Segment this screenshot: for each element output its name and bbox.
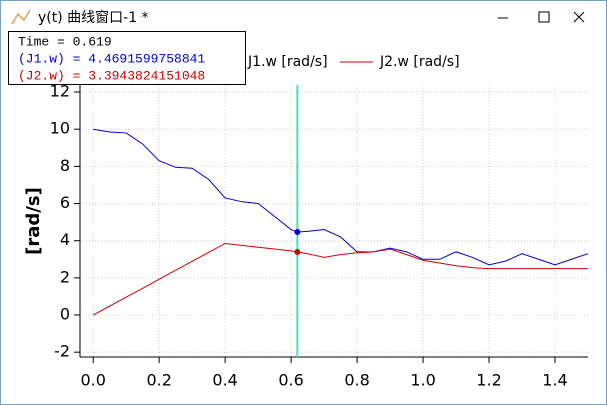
y-tick-label: 10 [50, 119, 70, 138]
x-tick-label: 0.4 [212, 371, 237, 390]
maximize-button[interactable] [538, 11, 550, 23]
y-tick-label: -2 [54, 342, 70, 361]
data-line [93, 128, 589, 266]
x-tick-label: 1.2 [476, 371, 501, 390]
readout-box [8, 31, 246, 85]
x-tick-label: 0.8 [344, 371, 369, 390]
readout-time: Time = 0.619 [18, 34, 112, 49]
y-tick-label: 2 [60, 267, 70, 286]
cursor-point [294, 228, 301, 235]
legend-label: J1.w [rad/s] [247, 54, 328, 70]
close-button[interactable] [573, 11, 585, 23]
app-icon [11, 9, 31, 25]
y-axis-label: [rad/s] [23, 187, 44, 255]
x-tick-label: 0.0 [80, 371, 105, 390]
readout-value: (J2.w) = 3.3943824151048 [18, 68, 205, 83]
cursor-point [294, 248, 301, 255]
y-tick-label: 0 [60, 305, 70, 324]
legend-label: J2.w [rad/s] [379, 54, 460, 70]
x-tick-label: 1.0 [410, 371, 435, 390]
y-tick-label: 6 [60, 193, 70, 212]
readout-value: (J1.w) = 4.4691599758841 [18, 51, 205, 66]
y-tick-label: 12 [50, 82, 70, 101]
y-tick-label: 8 [60, 156, 70, 175]
y-tick-label: 4 [60, 230, 70, 249]
window-title: y(t) 曲线窗口-1 * [38, 9, 149, 26]
data-line [92, 242, 588, 316]
x-tick-label: 0.2 [146, 371, 171, 390]
x-tick-label: 0.6 [278, 371, 303, 390]
x-tick-label: 1.4 [542, 371, 567, 390]
